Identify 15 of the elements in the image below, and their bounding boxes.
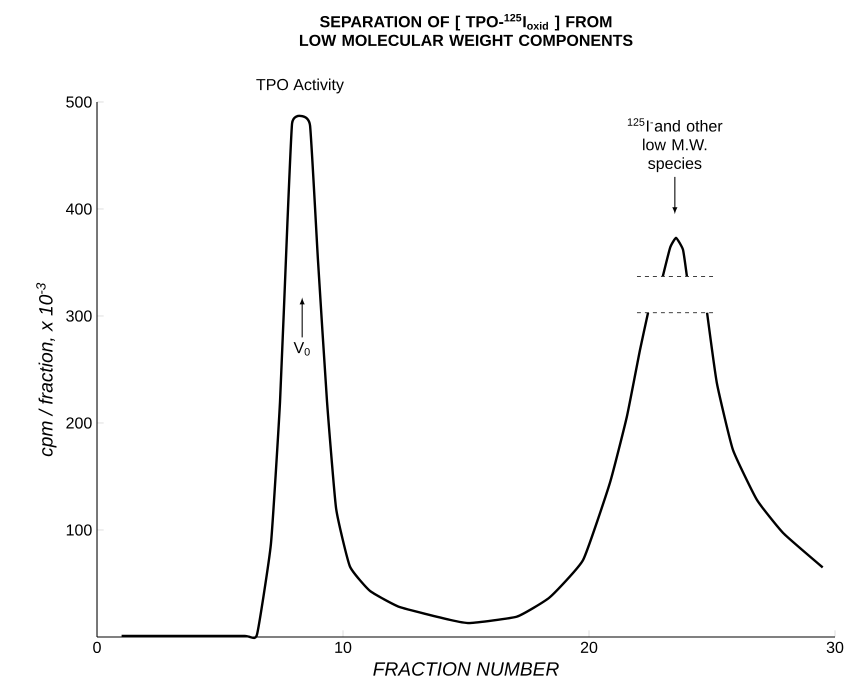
x-tick-label: 0 — [93, 642, 101, 654]
text: TPO Activity — [256, 78, 344, 94]
chart-title: SEPARATION OF [ TPO-$^{125}$I$_{oxid}$ ] FROM LOW MOLECULAR WEIGHT COMPONENTS — [300, 14, 632, 46]
x-tick-label: 30 — [826, 642, 844, 654]
annotation: V$_{0}$ — [294, 342, 310, 356]
x-axis-title: FRACTION NUMBER — [373, 662, 559, 676]
y-axis-title: cpm / fraction, x 10$^{-3}$ — [36, 282, 56, 456]
x-tick-label: 20 — [580, 642, 598, 654]
y-tick-label: 300 — [66, 310, 92, 322]
y-tick-label: 400 — [66, 203, 92, 215]
x-tick-label: 10 — [335, 642, 352, 654]
y-tick-label: 500 — [66, 96, 92, 108]
y-tick-label: 100 — [66, 524, 92, 536]
y-tick-label: 200 — [66, 417, 92, 429]
annotation: $^{125}$I$^{-}$and other low M.W. species — [628, 118, 722, 172]
